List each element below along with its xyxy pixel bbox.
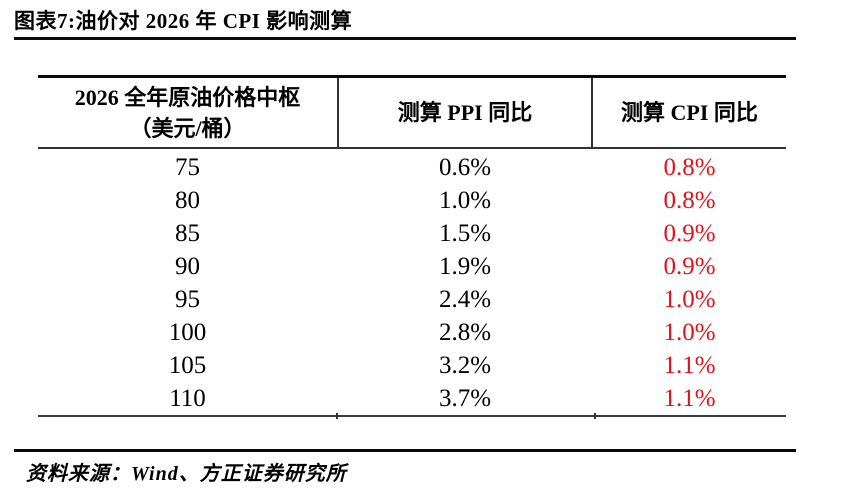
cpi-impact-table: 2026 全年原油价格中枢 （美元/桶） 测算 PPI 同比 测算 CPI 同比… bbox=[38, 75, 786, 419]
ppi-cell: 1.0% bbox=[438, 186, 492, 214]
oil-price-cell: 80 bbox=[175, 186, 200, 214]
cpi-cell: 1.1% bbox=[663, 351, 716, 379]
bottom-border-tick bbox=[336, 413, 338, 419]
ppi-cell: 2.4% bbox=[438, 285, 492, 313]
ppi-cell: 2.8% bbox=[438, 318, 492, 346]
ppi-cell: 1.9% bbox=[438, 252, 492, 280]
oil-price-cell: 95 bbox=[175, 285, 200, 313]
header-cpi-label: 测算 CPI 同比 bbox=[621, 100, 758, 125]
oil-price-cell: 75 bbox=[175, 153, 200, 181]
table-row: 110 3.7% 1.1% bbox=[38, 382, 786, 415]
ppi-cell: 3.7% bbox=[438, 384, 492, 412]
ppi-cell: 0.6% bbox=[438, 153, 492, 181]
cpi-cell: 1.0% bbox=[663, 285, 716, 313]
table-row: 75 0.6% 0.8% bbox=[38, 151, 786, 184]
table-row: 95 2.4% 1.0% bbox=[38, 283, 786, 316]
table-row: 85 1.5% 0.9% bbox=[38, 217, 786, 250]
table-row: 105 3.2% 1.1% bbox=[38, 349, 786, 382]
table-row: 80 1.0% 0.8% bbox=[38, 184, 786, 217]
figure-title: 图表7:油价对 2026 年 CPI 影响测算 bbox=[14, 9, 353, 33]
table-row: 100 2.8% 1.0% bbox=[38, 316, 786, 349]
cpi-cell: 1.1% bbox=[663, 384, 716, 412]
cpi-cell: 0.9% bbox=[663, 219, 716, 247]
header-oil-price-column: 2026 全年原油价格中枢 （美元/桶） bbox=[38, 78, 337, 147]
header-oil-price-line1: 2026 全年原油价格中枢 bbox=[74, 84, 301, 110]
table-header-row: 2026 全年原油价格中枢 （美元/桶） 测算 PPI 同比 测算 CPI 同比 bbox=[38, 78, 786, 149]
header-cpi-column: 测算 CPI 同比 bbox=[593, 78, 786, 147]
cpi-cell: 0.8% bbox=[663, 186, 716, 214]
bottom-border-tick bbox=[594, 413, 596, 419]
table-body: 75 0.6% 0.8% 80 1.0% 0.8% 85 1.5% 0.9% 9… bbox=[38, 149, 786, 415]
cpi-cell: 0.8% bbox=[663, 153, 716, 181]
title-divider-rule bbox=[14, 37, 796, 40]
oil-price-cell: 100 bbox=[168, 318, 207, 346]
table-row: 90 1.9% 0.9% bbox=[38, 250, 786, 283]
oil-price-cell: 85 bbox=[175, 219, 200, 247]
oil-price-cell: 105 bbox=[168, 351, 207, 379]
header-oil-price-line2: （美元/桶） bbox=[129, 115, 246, 141]
cpi-cell: 1.0% bbox=[663, 318, 716, 346]
header-ppi-column: 测算 PPI 同比 bbox=[337, 78, 593, 147]
oil-price-cell: 110 bbox=[169, 384, 206, 412]
ppi-cell: 1.5% bbox=[438, 219, 492, 247]
ppi-cell: 3.2% bbox=[438, 351, 492, 379]
header-ppi-label: 测算 PPI 同比 bbox=[397, 100, 533, 125]
oil-price-cell: 90 bbox=[175, 252, 200, 280]
source-attribution: 资料来源：Wind、方正证券研究所 bbox=[26, 463, 347, 485]
source-divider-rule bbox=[14, 449, 796, 452]
cpi-cell: 0.9% bbox=[663, 252, 716, 280]
